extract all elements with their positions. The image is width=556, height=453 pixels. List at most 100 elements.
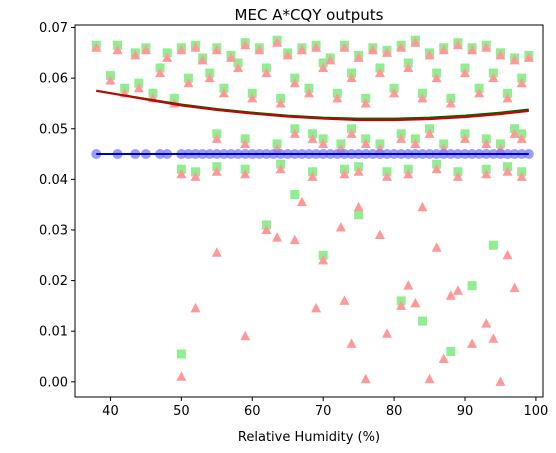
triangle-point <box>332 92 343 103</box>
triangle-point <box>318 62 329 73</box>
triangle-point <box>176 371 187 381</box>
y-tick-label: 0.06 <box>39 72 68 87</box>
x-tick-label: 50 <box>173 404 190 419</box>
triangle-point <box>374 67 385 78</box>
triangle-point <box>481 138 492 148</box>
triangle-point <box>382 171 392 181</box>
y-tick-label: 0.00 <box>39 375 68 390</box>
square-point <box>354 210 364 220</box>
triangle-point <box>452 171 463 181</box>
triangle-point <box>523 52 534 62</box>
y-tick-label: 0.07 <box>39 21 68 36</box>
triangle-point <box>481 318 492 328</box>
chart-title: MEC A*CQY outputs <box>235 6 384 24</box>
triangle-point <box>346 338 357 348</box>
y-tick-label: 0.01 <box>39 325 68 340</box>
triangle-point <box>140 44 151 55</box>
triangle-point <box>197 54 208 65</box>
triangle-point <box>325 54 336 65</box>
triangle-point <box>509 128 520 138</box>
x-tick-label: 80 <box>386 404 403 419</box>
triangle-point <box>254 44 265 55</box>
triangle-point <box>176 44 187 55</box>
triangle-point <box>339 295 350 305</box>
triangle-point <box>424 49 435 60</box>
x-tick-label: 40 <box>102 404 119 419</box>
triangle-point <box>382 328 392 338</box>
triangle-point <box>318 138 329 148</box>
x-axis: 40 50 60 70 80 90 100 <box>102 397 548 419</box>
triangle-point <box>410 297 421 308</box>
y-tick-label: 0.03 <box>39 223 68 238</box>
triangle-point <box>318 254 329 265</box>
triangle-point <box>176 168 187 179</box>
triangle-point <box>190 42 201 52</box>
triangle-point <box>339 168 350 179</box>
y-axis: 0.00 0.01 0.02 0.03 0.04 0.05 0.06 0.07 <box>39 21 75 390</box>
triangle-point <box>353 201 364 212</box>
triangle-point <box>233 62 244 73</box>
triangle-point <box>307 171 318 181</box>
x-axis-label: Relative Humidity (%) <box>238 430 380 445</box>
triangle-point <box>240 168 251 179</box>
triangle-point <box>112 44 123 55</box>
triangle-point <box>272 37 283 47</box>
triangle-point <box>360 373 371 384</box>
triangle-point <box>445 97 456 108</box>
triangle-point <box>467 44 478 55</box>
triangle-point <box>431 72 442 83</box>
triangle-point <box>502 249 513 260</box>
triangle-point <box>240 330 251 341</box>
axes-frame <box>74 24 544 398</box>
triangle-point <box>240 39 251 50</box>
square-point <box>417 316 427 326</box>
triangle-point <box>240 138 251 148</box>
triangle-point <box>452 285 463 295</box>
square-point <box>290 190 300 200</box>
triangle-point <box>247 92 258 103</box>
triangle-point <box>495 376 506 386</box>
triangle-point <box>417 92 428 103</box>
x-tick-label: 90 <box>457 404 474 419</box>
triangle-point <box>424 373 435 384</box>
triangle-point <box>275 97 286 108</box>
triangle-point <box>396 300 407 310</box>
square-point <box>446 346 456 356</box>
triangle-point <box>211 166 222 176</box>
triangle-point <box>296 196 307 207</box>
triangle-point <box>431 163 442 174</box>
triangle-point <box>346 128 357 138</box>
triangle-point <box>353 52 364 62</box>
triangle-point <box>452 39 463 50</box>
triangle-point <box>275 163 286 174</box>
triangle-point <box>481 168 492 179</box>
triangle-point <box>130 49 141 60</box>
triangle-point <box>460 133 470 143</box>
triangle-point <box>353 166 364 176</box>
triangle-point <box>335 221 346 232</box>
triangle-point <box>516 171 527 181</box>
fit-curve-red <box>96 89 529 122</box>
triangle-point <box>289 77 300 88</box>
triangle-point <box>382 47 392 57</box>
triangle-point <box>403 280 414 290</box>
triangle-point <box>272 232 283 242</box>
x-tick-label: 60 <box>244 404 261 419</box>
triangle-point <box>190 171 201 181</box>
triangle-point <box>105 75 116 85</box>
triangle-point <box>204 72 215 83</box>
y-tick-label: 0.05 <box>39 122 68 137</box>
triangle-point <box>417 201 428 212</box>
triangle-point <box>307 133 318 143</box>
triangle-point <box>410 37 421 47</box>
triangle-point <box>438 44 449 55</box>
triangle-point <box>226 52 236 62</box>
triangle-point <box>410 138 421 148</box>
triangle-point <box>261 67 272 78</box>
triangle-point <box>211 133 222 143</box>
triangle-point <box>403 168 414 179</box>
triangle-point <box>460 67 470 78</box>
triangle-point <box>474 87 485 98</box>
triangle-point <box>467 338 478 348</box>
